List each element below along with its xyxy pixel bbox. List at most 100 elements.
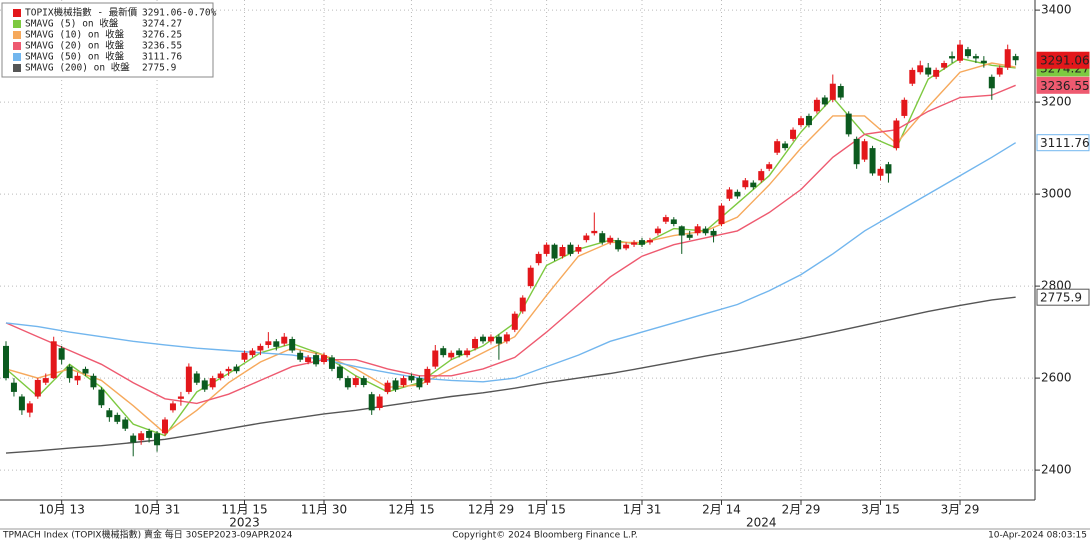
candle-body [376, 396, 383, 409]
candle-body [1004, 49, 1011, 68]
candle-body [511, 313, 518, 330]
candle-body [305, 357, 312, 363]
candle-body [670, 219, 677, 225]
candle-body [130, 435, 137, 443]
candle-body [925, 67, 932, 75]
candle-body [678, 226, 685, 236]
candle-body [26, 403, 33, 413]
candle-body [472, 339, 479, 349]
candle-body [162, 419, 168, 434]
legend-swatch [13, 20, 21, 28]
candle-body [42, 378, 49, 383]
candle-body [980, 60, 987, 64]
candle-body [615, 240, 622, 250]
x-tick-label: 11月 15 [221, 503, 267, 517]
candle-body [964, 49, 971, 57]
candle-body [845, 113, 852, 135]
legend-value: 3276.25 [142, 30, 182, 41]
candle-body [957, 44, 963, 61]
candle-body [583, 235, 590, 241]
candle-body [702, 228, 709, 234]
candle-body [933, 69, 940, 77]
ma-line [5, 296, 1016, 454]
candle-body [154, 433, 161, 446]
y-tick-label: 3000 [1041, 187, 1072, 201]
legend-label: SMAVG (200) on 收盤 [25, 62, 130, 74]
candle-body [996, 67, 1003, 75]
candle-body [503, 334, 510, 342]
legend-value: 3291.06 [142, 8, 182, 19]
x-tick-label: 12月 15 [388, 503, 434, 517]
y-tick-label: 2600 [1041, 371, 1072, 385]
x-tick-label: 3月 29 [941, 503, 980, 517]
candle-body [599, 233, 606, 243]
candle-body [114, 414, 121, 422]
legend-label: SMAVG (20) on 收盤 [25, 40, 125, 52]
candle-body [424, 368, 431, 383]
price-tag-label: 3111.76 [1040, 136, 1090, 150]
candle-body [273, 341, 280, 347]
price-tag [1036, 76, 1090, 94]
candle-body [877, 168, 884, 176]
legend-swatch [13, 9, 21, 17]
candle-body [58, 348, 65, 360]
candle-body [281, 336, 288, 344]
candle-body [456, 350, 463, 356]
x-tick-label: 10月 13 [38, 503, 84, 517]
year-label: 2024 [746, 516, 777, 530]
x-tick-label: 10月 31 [134, 503, 180, 517]
candle-body [487, 336, 494, 342]
legend-label: SMAVG (10) on 收盤 [25, 29, 125, 41]
legend-value: 3274.27 [142, 19, 182, 30]
candle-body [782, 143, 789, 149]
x-tick-label: 1月 31 [623, 503, 662, 517]
candle-body [289, 339, 296, 351]
candle-body [861, 141, 868, 160]
candle-body [146, 431, 153, 438]
candle-body [829, 83, 836, 100]
footer-center: Copyright© 2024 Bloomberg Finance L.P. [452, 531, 637, 541]
legend-value: 3236.55 [142, 41, 182, 52]
candle-body [360, 378, 367, 386]
candle-body [10, 382, 17, 392]
footer-right: 10-Apr-2024 08:03:15 [988, 531, 1087, 541]
candle-body [853, 138, 860, 165]
candle-body [551, 244, 558, 259]
candle-body [654, 228, 661, 234]
candle-body [50, 341, 57, 379]
candle-body [646, 240, 653, 243]
x-tick-label: 11月 30 [301, 503, 347, 517]
candle-body [34, 379, 41, 397]
candle-body [790, 129, 797, 139]
candle-body [225, 368, 232, 372]
candle-body [662, 217, 669, 222]
price-tag [1036, 134, 1090, 152]
candle-body [177, 396, 184, 399]
candle-body [798, 118, 804, 126]
candle-body [885, 164, 892, 174]
candle-body [169, 403, 176, 411]
candle-body [241, 352, 248, 360]
candle-body [821, 97, 828, 105]
candle-body [400, 378, 407, 386]
candle-body [758, 171, 765, 181]
ma-line [5, 142, 1017, 383]
candle-body [805, 115, 812, 126]
candle-body [448, 352, 455, 358]
candle-body [607, 237, 614, 243]
legend-swatch [13, 42, 21, 50]
price-tag [1036, 51, 1090, 69]
candle-body [344, 378, 351, 388]
price-tag-label: 2775.9 [1040, 291, 1082, 305]
candle-body [694, 226, 701, 234]
candle-body [432, 350, 439, 367]
candle-body [233, 366, 240, 372]
candle-body [949, 56, 956, 59]
candle-body [480, 336, 486, 342]
x-tick-label: 2月 29 [782, 503, 821, 517]
candle-body [774, 141, 781, 153]
candle-body [941, 63, 948, 68]
candle-body [440, 348, 447, 356]
